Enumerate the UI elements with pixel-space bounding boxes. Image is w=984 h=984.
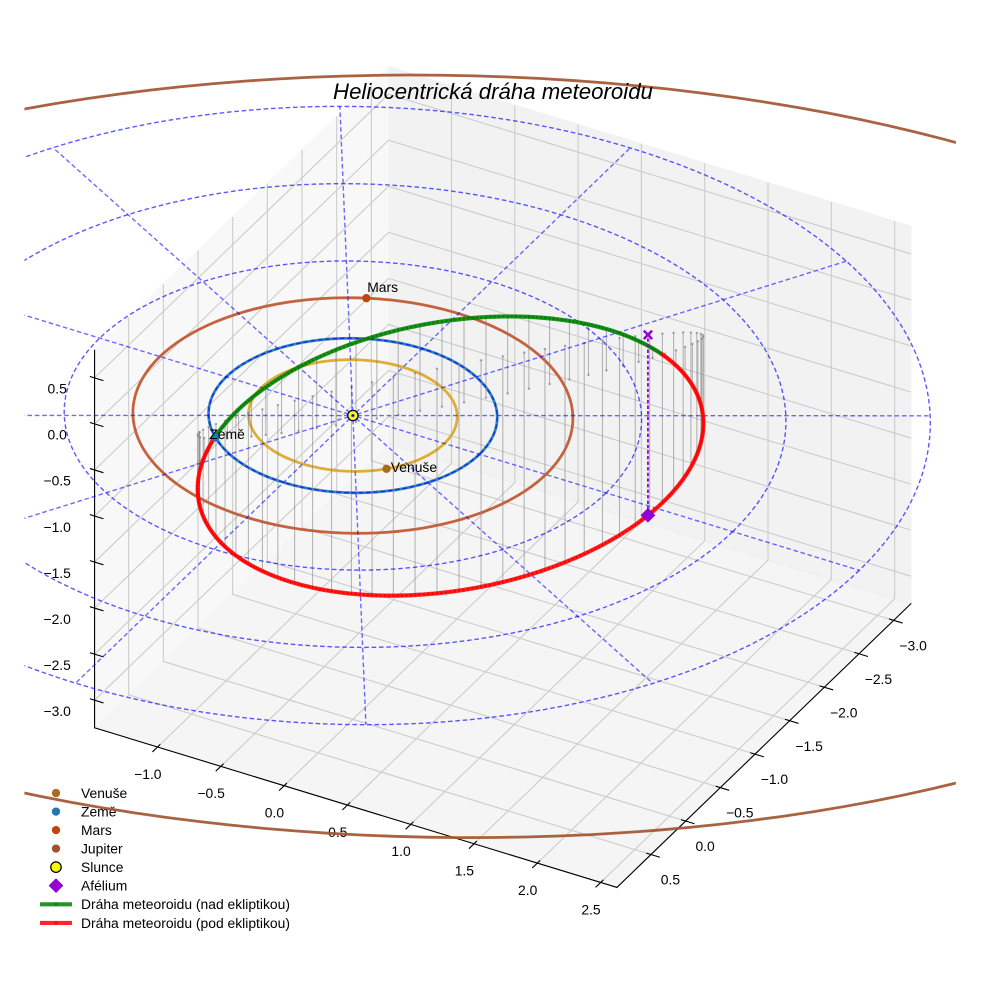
svg-text:Dráha meteoroidu (nad ekliptik: Dráha meteoroidu (nad ekliptikou) [81, 896, 290, 912]
svg-text:0.0: 0.0 [48, 427, 68, 443]
svg-text:−1.5: −1.5 [43, 565, 71, 581]
svg-text:−0.5: −0.5 [197, 785, 225, 801]
svg-text:Heliocentrická dráha meteoroid: Heliocentrická dráha meteoroidu [333, 79, 653, 104]
svg-text:2.0: 2.0 [518, 882, 538, 898]
svg-text:−2.0: −2.0 [830, 704, 858, 720]
svg-text:−3.0: −3.0 [899, 637, 927, 653]
svg-text:Slunce: Slunce [81, 859, 124, 875]
svg-text:−1.0: −1.0 [761, 771, 789, 787]
svg-text:−1.5: −1.5 [795, 738, 823, 754]
svg-text:−2.5: −2.5 [865, 671, 893, 687]
svg-text:−0.5: −0.5 [726, 805, 754, 821]
svg-text:0.0: 0.0 [265, 805, 285, 821]
svg-text:Afélium: Afélium [81, 877, 127, 893]
svg-text:Venuše: Venuše [81, 785, 128, 801]
svg-text:−1.0: −1.0 [134, 766, 162, 782]
svg-text:Venuše: Venuše [391, 459, 438, 475]
svg-text:2.5: 2.5 [581, 901, 601, 917]
svg-text:0.5: 0.5 [48, 381, 68, 397]
svg-text:Země: Země [209, 426, 245, 442]
svg-text:Mars: Mars [81, 822, 112, 838]
svg-text:Mars: Mars [367, 279, 398, 295]
svg-text:Dráha meteoroidu (pod ekliptik: Dráha meteoroidu (pod ekliptikou) [81, 915, 290, 931]
svg-text:−0.5: −0.5 [43, 473, 71, 489]
svg-text:0.5: 0.5 [661, 872, 681, 888]
svg-text:−3.0: −3.0 [43, 703, 71, 719]
svg-text:−2.5: −2.5 [43, 657, 71, 673]
svg-text:−2.0: −2.0 [43, 611, 71, 627]
svg-text:−1.0: −1.0 [43, 519, 71, 535]
svg-text:1.5: 1.5 [455, 863, 475, 879]
svg-text:Jupiter: Jupiter [81, 840, 123, 856]
svg-text:0.5: 0.5 [328, 824, 348, 840]
svg-text:0.0: 0.0 [695, 838, 715, 854]
svg-text:1.0: 1.0 [391, 843, 411, 859]
